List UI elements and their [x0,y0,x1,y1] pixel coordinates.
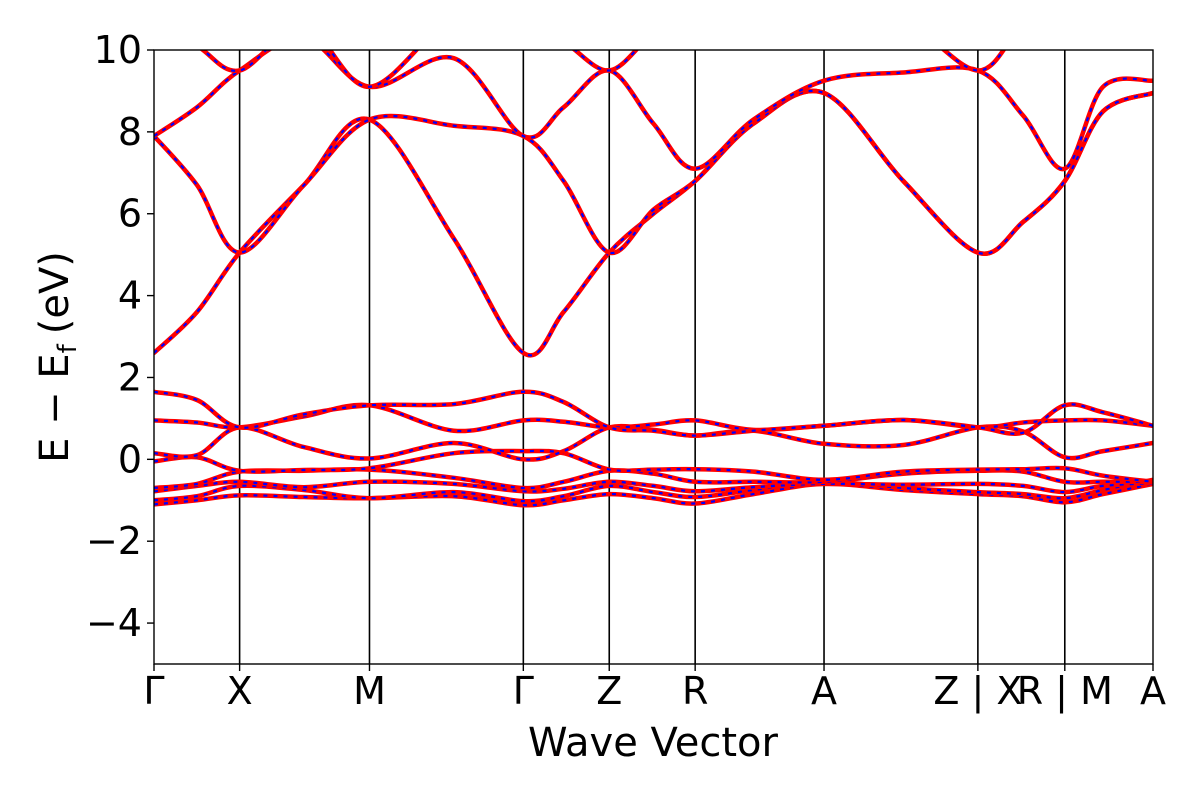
y-tick-label-5: 6 [118,192,142,236]
band-9-dashed [154,89,1153,255]
band-5-dashed [154,425,1153,461]
x-axis-title: Wave Vector [528,720,779,766]
band-2-dashed [154,480,1153,494]
x-tick-label-6: A [811,669,837,713]
x-tick-label-7: Z | X [933,669,1022,714]
y-axis-title-main: E − E [32,353,78,463]
plot-frame [153,49,1154,665]
y-tick-label-4: 4 [118,274,142,318]
y-tick-label-6: 8 [118,110,142,154]
y-tick-label-2: 0 [118,437,142,481]
y-ticks: −4 −2 0 2 4 6 8 10 [86,28,154,645]
x-tick-label-9: A [1140,669,1166,713]
y-axis-title-sub: f [53,343,83,353]
bands [154,50,1153,508]
y-tick-label-0: −4 [86,601,142,645]
x-tick-label-8: R | M [1017,669,1113,714]
y-tick-label-7: 10 [94,28,142,72]
x-ticks: Γ X M Γ Z R A Z | XR | M A [143,664,1166,714]
y-axis-title: E − Ef (eV) [32,251,83,463]
y-axis-title-unit: (eV) [32,251,78,334]
x-tick-label-3: Γ [513,669,534,713]
band-7-dashed [154,390,1153,437]
y-tick-label-1: −2 [86,519,142,563]
x-tick-label-5: R [682,669,708,713]
band-1-dashed [154,478,1153,503]
x-tick-label-2: M [353,669,386,713]
x-tick-label-0: Γ [143,669,164,713]
x-tick-label-4: Z [596,669,622,713]
kpoint-lines [238,50,1066,664]
plot-background [154,50,1153,664]
band-4-dashed [154,449,1153,483]
x-tick-label-1: X [227,669,253,713]
y-tick-label-3: 2 [118,355,142,399]
band-10-solid [154,50,1153,171]
